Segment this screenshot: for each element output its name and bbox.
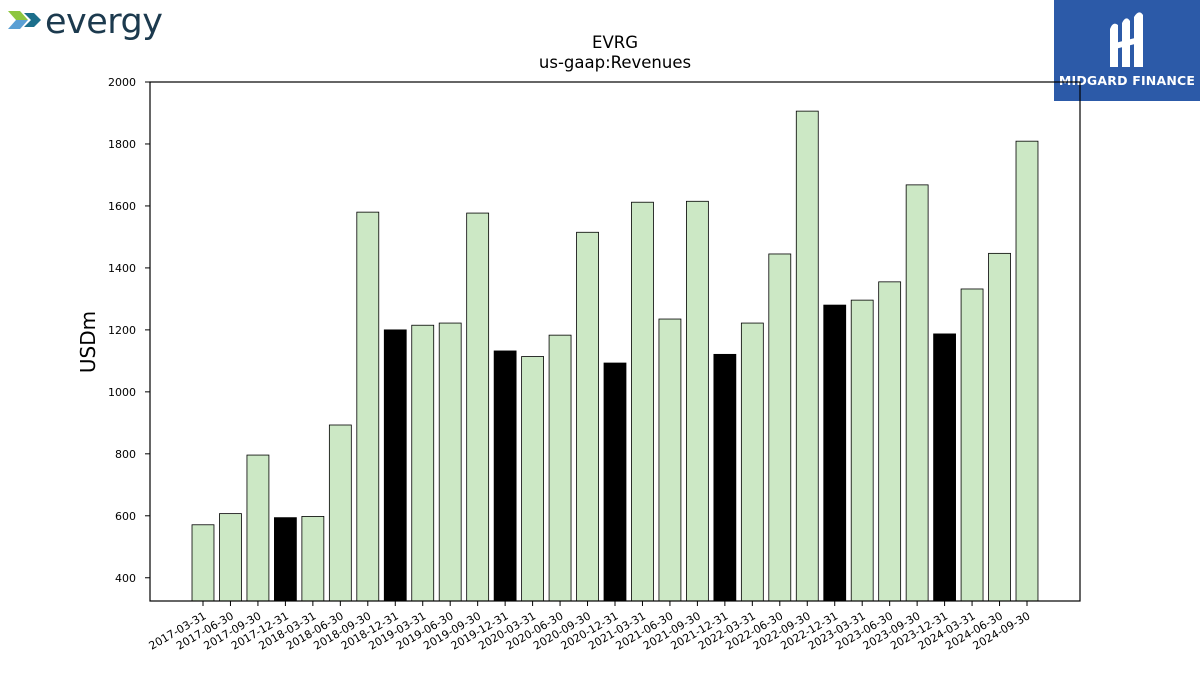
bar-2020-09-30	[576, 231, 599, 602]
y-ticks-group: 400 600 800 1000 1200 1400 1600 1800 2000	[108, 76, 150, 585]
bar-2020-03-31	[521, 356, 544, 602]
x-ticks-group: 2017-03-312017-06-302017-09-302017-12-31…	[147, 601, 1033, 653]
bar-2024-03-31	[960, 288, 984, 602]
bar-2021-09-30	[686, 200, 709, 602]
y-tick-label: 1800	[108, 138, 136, 151]
bar-2022-09-30	[795, 110, 819, 602]
bar-2018-06-30	[328, 424, 352, 602]
bar-2020-06-30	[548, 334, 572, 602]
y-tick-label: 1600	[108, 200, 136, 213]
midgard-emblem-icon	[1110, 12, 1143, 68]
y-tick-label: 2000	[108, 76, 136, 89]
bar-2021-06-30	[658, 318, 682, 602]
bar-2018-03-31	[301, 516, 325, 602]
bar-2024-09-30	[1015, 140, 1039, 602]
bars-group	[191, 110, 1039, 602]
bar-2021-12-31	[713, 353, 737, 602]
bar-2019-12-31	[493, 350, 517, 602]
y-tick-label: 1400	[108, 262, 136, 275]
bar-2017-09-30	[246, 454, 270, 602]
y-tick-label: 400	[115, 572, 136, 585]
bar-2018-12-31	[383, 329, 407, 602]
bar-2019-03-31	[411, 324, 435, 602]
bar-2022-03-31	[740, 322, 764, 602]
midgard-wordmark: MIDGARD FINANCE	[1058, 73, 1196, 88]
chevron-teal	[24, 13, 41, 27]
evergy-chevron-icon	[8, 11, 41, 29]
bar-2022-06-30	[768, 253, 792, 602]
y-axis-label: USDm	[76, 311, 100, 373]
chart-title: EVRG	[592, 33, 638, 52]
evergy-wordmark: evergy	[45, 1, 163, 42]
midgard-finance-logo: MIDGARD FINANCE	[1054, 0, 1200, 101]
bar-2023-09-30	[905, 184, 929, 602]
bar-2023-06-30	[878, 281, 902, 602]
bar-2019-09-30	[466, 212, 490, 602]
bar-2021-03-31	[631, 201, 654, 602]
bar-2020-12-31	[603, 362, 627, 602]
bar-2024-06-30	[988, 252, 1011, 602]
bar-2017-12-31	[274, 517, 297, 602]
bar-2017-03-31	[191, 524, 215, 602]
evergy-logo: evergy	[6, 2, 196, 42]
chevron-green	[8, 11, 28, 20]
y-tick-label: 1000	[108, 386, 136, 399]
bar-2022-12-31	[823, 304, 847, 602]
y-tick-label: 1200	[108, 324, 136, 337]
chevron-blue	[8, 20, 28, 29]
chart-subtitle: us-gaap:Revenues	[539, 53, 691, 72]
y-tick-label: 800	[115, 448, 136, 461]
bar-2018-09-30	[356, 211, 380, 602]
bar-2023-12-31	[933, 333, 956, 602]
bar-2017-06-30	[219, 513, 242, 602]
y-tick-label: 600	[115, 510, 136, 523]
bar-2023-03-31	[850, 299, 874, 602]
bar-2019-06-30	[438, 322, 462, 602]
plot-frame	[149, 81, 1081, 602]
